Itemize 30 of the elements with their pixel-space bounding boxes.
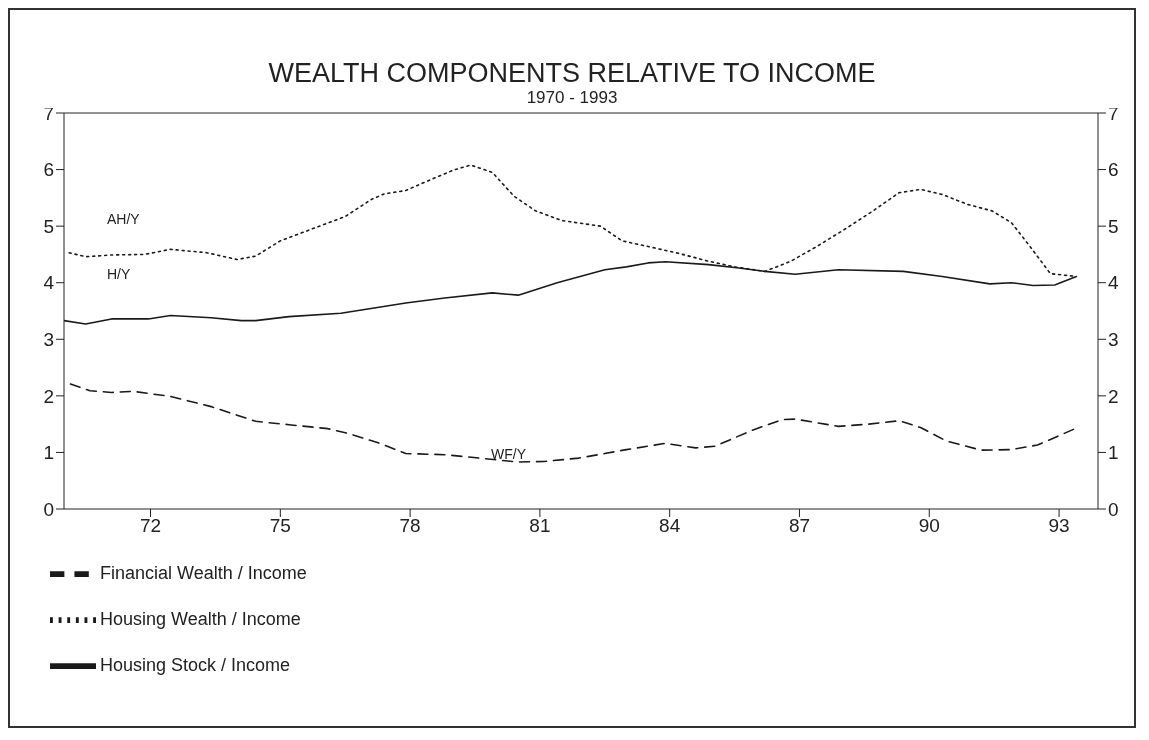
- y2-tick-label: 2: [1108, 385, 1119, 407]
- annotation: H/Y: [107, 266, 131, 282]
- x-tick-label: 75: [269, 515, 291, 537]
- y-tick-label: 6: [43, 159, 54, 181]
- y-tick-label: 1: [43, 442, 54, 464]
- y2-tick-label: 1: [1108, 442, 1119, 464]
- y-tick-label: 4: [43, 272, 55, 294]
- x-tick-label: 81: [529, 515, 551, 537]
- y2-tick-label: 6: [1108, 159, 1119, 181]
- y2-tick-label: 0: [1108, 498, 1119, 520]
- annotation: WF/Y: [491, 446, 526, 462]
- legend-label: Housing Stock / Income: [100, 654, 292, 675]
- y-tick-label: 2: [43, 385, 54, 407]
- y-tick-label: 0: [43, 498, 54, 520]
- chart-title: WEALTH COMPONENTS RELATIVE TO INCOME: [267, 58, 877, 88]
- x-tick-label: 93: [1048, 515, 1070, 537]
- y2-tick-label: 3: [1108, 329, 1119, 351]
- x-tick-label: 84: [659, 515, 681, 537]
- x-tick-label: 90: [918, 515, 940, 537]
- legend-label: Housing Wealth / Income: [100, 608, 302, 629]
- chart-subtitle: 1970 - 1993: [526, 88, 618, 107]
- annotation: AH/Y: [107, 211, 140, 227]
- y2-tick-label: 5: [1108, 215, 1119, 237]
- x-tick-label: 72: [139, 515, 162, 537]
- y-tick-label: 5: [43, 215, 54, 237]
- x-tick-label: 87: [788, 515, 811, 537]
- legend-label: Financial Wealth / Income: [100, 562, 308, 583]
- x-tick-label: 78: [399, 515, 421, 537]
- y2-tick-label: 4: [1108, 272, 1119, 294]
- y-tick-label: 3: [43, 329, 54, 351]
